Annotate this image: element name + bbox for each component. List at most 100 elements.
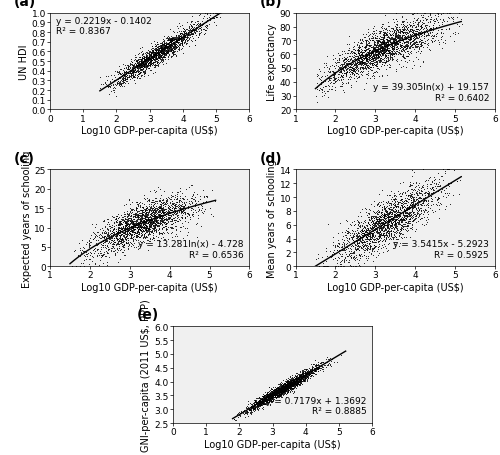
Point — [176, 204, 184, 212]
Point — [360, 61, 368, 68]
Point — [262, 393, 270, 400]
Point — [380, 202, 388, 210]
Point — [288, 387, 296, 394]
Point — [358, 227, 366, 234]
Point — [284, 382, 292, 389]
Point — [369, 218, 377, 225]
Point — [132, 209, 140, 217]
Point — [158, 200, 166, 207]
Point — [156, 186, 164, 193]
Point — [296, 378, 304, 385]
Point — [130, 71, 138, 78]
Point — [142, 216, 150, 223]
Point — [388, 48, 396, 55]
Point — [170, 202, 177, 210]
Point — [144, 65, 152, 72]
Point — [382, 219, 390, 226]
Point — [134, 66, 141, 73]
Point — [390, 190, 398, 197]
Point — [157, 52, 165, 60]
Point — [142, 51, 150, 58]
Point — [394, 227, 402, 234]
Point — [115, 81, 123, 88]
Point — [391, 195, 399, 202]
Point — [372, 228, 380, 236]
Point — [374, 226, 382, 233]
Point — [392, 34, 400, 41]
Point — [391, 37, 399, 45]
Point — [188, 212, 196, 219]
Point — [364, 253, 372, 261]
Point — [430, 20, 438, 27]
Point — [322, 248, 330, 255]
Point — [170, 217, 178, 225]
Point — [375, 50, 383, 57]
Point — [187, 27, 195, 35]
Point — [102, 233, 110, 241]
Point — [368, 70, 376, 77]
Point — [300, 368, 308, 375]
Point — [124, 219, 132, 227]
Point — [138, 223, 146, 231]
Point — [184, 37, 192, 44]
Point — [77, 249, 85, 256]
Point — [164, 44, 172, 51]
Point — [403, 205, 411, 212]
Point — [356, 252, 364, 259]
Point — [160, 46, 168, 54]
Point — [378, 207, 386, 215]
Point — [330, 255, 338, 263]
Point — [106, 238, 114, 246]
Point — [133, 201, 141, 208]
Point — [187, 198, 195, 205]
Point — [310, 360, 318, 368]
Point — [394, 41, 402, 49]
Point — [370, 237, 378, 244]
Point — [310, 367, 318, 374]
Point — [422, 219, 430, 226]
Point — [358, 233, 366, 241]
Point — [176, 207, 184, 214]
Point — [196, 31, 203, 39]
Point — [421, 38, 429, 45]
Point — [112, 217, 120, 224]
Point — [405, 183, 413, 191]
Point — [356, 65, 364, 72]
Point — [452, 178, 460, 186]
Point — [152, 217, 160, 224]
Point — [384, 233, 392, 240]
Point — [264, 390, 272, 398]
Point — [288, 384, 296, 392]
Point — [364, 64, 372, 71]
Point — [324, 69, 332, 76]
Point — [406, 217, 414, 225]
Point — [131, 69, 139, 76]
Point — [143, 217, 151, 224]
Point — [170, 205, 178, 212]
Point — [149, 222, 157, 229]
Point — [134, 64, 142, 71]
Point — [391, 221, 399, 228]
Point — [259, 400, 267, 408]
Point — [152, 221, 160, 228]
Point — [127, 70, 135, 77]
Point — [274, 390, 282, 397]
Point — [122, 223, 130, 230]
Point — [354, 240, 362, 248]
Point — [264, 391, 272, 399]
Point — [392, 230, 400, 237]
Point — [286, 384, 294, 392]
Point — [374, 38, 382, 46]
Point — [434, 183, 442, 190]
Point — [152, 215, 160, 222]
Point — [446, 10, 454, 17]
Point — [122, 228, 130, 236]
Point — [329, 72, 337, 80]
Point — [338, 241, 346, 248]
Point — [414, 204, 422, 212]
Point — [288, 375, 296, 383]
Point — [280, 383, 288, 390]
Point — [354, 67, 362, 74]
Point — [350, 70, 358, 77]
Point — [400, 207, 407, 215]
